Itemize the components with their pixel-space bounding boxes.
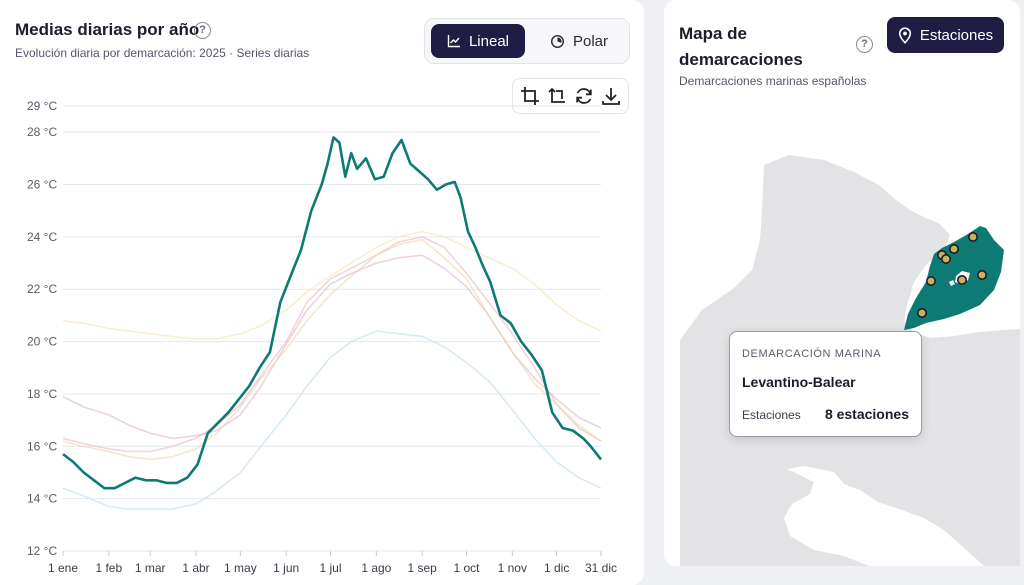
daily-means-line-chart: 12 °C 14 °C 16 °C 18 °C 20 °C 22 °C 24 °C 26 °C… (27, 99, 617, 575)
chart-grid (63, 105, 601, 552)
series-line (62, 330, 602, 510)
x-tick-label: 1 jun (273, 561, 299, 575)
station-markers (917, 232, 987, 319)
series-line (62, 230, 602, 340)
x-tick-label: 1 abr (182, 561, 209, 575)
lineal-toggle-button[interactable]: Lineal (431, 24, 525, 58)
y-tick-label: 18 °C (27, 387, 57, 401)
stations-button-label: Estaciones (919, 26, 994, 44)
y-tick-label: 24 °C (27, 230, 57, 244)
chart-card: Medias diarias por año ? Evolución diari… (0, 0, 644, 585)
x-tick-label: 1 sep (407, 561, 437, 575)
tooltip-stations-value: 8 estaciones (824, 406, 909, 422)
polar-toggle-button[interactable]: Polar (533, 24, 625, 58)
map-pin-icon (898, 26, 911, 44)
station-marker[interactable] (956, 275, 967, 286)
series-line-highlighted (62, 136, 603, 490)
y-tick-label: 28 °C (27, 125, 57, 139)
map-title-line1: Mapa de (679, 24, 748, 43)
x-tick-label: 1 nov (498, 561, 527, 575)
station-marker[interactable] (940, 254, 951, 265)
polar-label: Polar (572, 32, 609, 50)
chart-toolbox (512, 78, 629, 114)
map-title-line2: demarcaciones (679, 50, 803, 69)
stations-button[interactable]: Estaciones (887, 17, 1004, 53)
polar-chart-icon (550, 34, 564, 48)
line-chart-icon (447, 35, 460, 48)
x-tick-label: 1 oct (453, 561, 480, 575)
y-tick-label: 26 °C (27, 178, 57, 192)
y-tick-label: 22 °C (27, 282, 57, 296)
series-line (62, 236, 602, 453)
chart-help-icon[interactable]: ? (194, 22, 211, 39)
chart-subtitle: Evolución diaria por demarcación: 2025 ·… (15, 46, 310, 60)
y-axis: 12 °C 14 °C 16 °C 18 °C 20 °C 22 °C 24 °C 26 °C… (27, 99, 57, 558)
series-line (62, 238, 602, 461)
view-toggle: Lineal Polar (424, 18, 630, 64)
y-tick-label: 14 °C (27, 492, 57, 506)
x-tick-label: 1 feb (95, 561, 122, 575)
restore-icon[interactable] (572, 84, 596, 108)
tooltip-header: DEMARCACIÓN MARINA (742, 348, 882, 360)
x-tick-label: 1 ago (361, 561, 391, 575)
download-icon[interactable] (599, 84, 623, 108)
chart-series (62, 136, 603, 510)
tooltip-demarcation-name: Levantino-Balear (742, 374, 856, 390)
station-marker[interactable] (976, 270, 987, 281)
x-tick-label: 1 may (224, 561, 257, 575)
x-axis: 1 ene 1 feb 1 mar 1 abr 1 may 1 jun 1 jul 1 ago… (48, 551, 617, 575)
undo-crop-icon[interactable] (545, 84, 569, 108)
map-title: Mapa de demarcaciones (679, 21, 803, 73)
x-tick-label: 1 mar (135, 561, 166, 575)
x-tick-label: 1 jul (320, 561, 342, 575)
y-tick-label: 29 °C (27, 99, 57, 113)
map-help-icon[interactable]: ? (856, 36, 873, 53)
station-marker[interactable] (925, 276, 936, 287)
station-marker[interactable] (967, 232, 978, 243)
station-marker[interactable] (917, 308, 928, 319)
x-tick-label: 1 dic (544, 561, 569, 575)
levantino-balear-region[interactable] (904, 226, 1004, 330)
y-tick-label: 16 °C (27, 439, 57, 453)
x-tick-label: 1 ene (48, 561, 78, 575)
station-marker[interactable] (948, 244, 959, 255)
y-tick-label: 20 °C (27, 335, 57, 349)
demarcation-tooltip: DEMARCACIÓN MARINA Levantino-Balear Esta… (729, 331, 922, 437)
chart-title: Medias diarias por año (15, 20, 200, 39)
lineal-label: Lineal (468, 32, 510, 50)
tooltip-stations-label: Estaciones (742, 408, 801, 422)
map-subtitle: Demarcaciones marinas españolas (679, 74, 867, 88)
crop-icon[interactable] (518, 84, 542, 108)
x-tick-label: 31 dic (585, 561, 617, 575)
y-tick-label: 12 °C (27, 544, 57, 558)
north-africa-land (680, 436, 869, 566)
